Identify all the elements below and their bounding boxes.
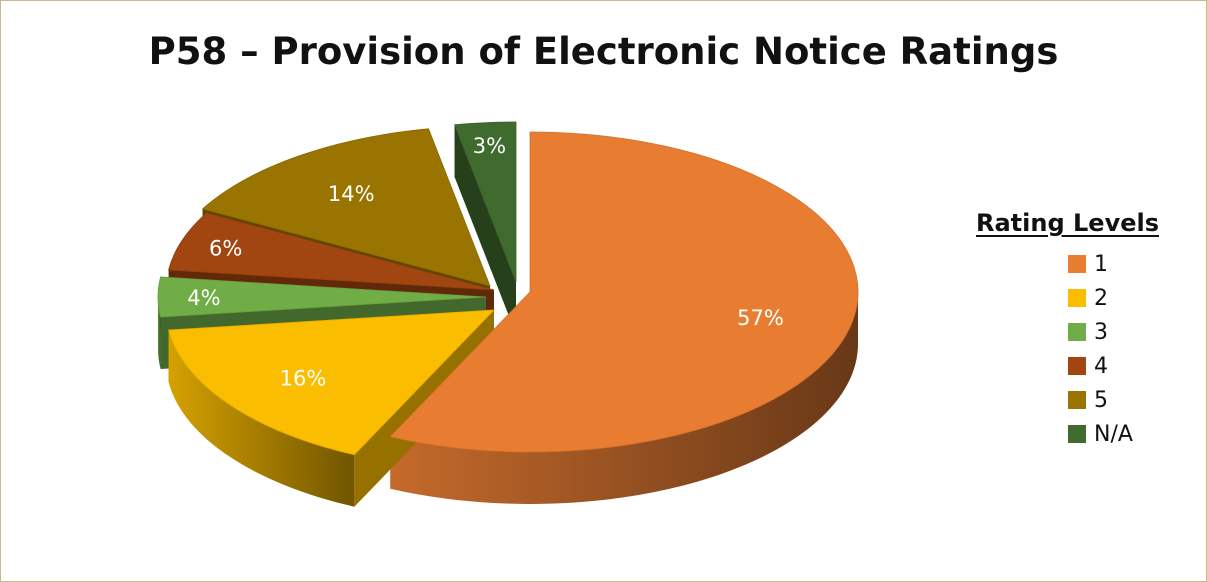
legend-item: 4 (1068, 349, 1159, 383)
data-label-5: 14% (328, 182, 375, 206)
legend-label: 3 (1094, 319, 1108, 345)
legend-swatch (1068, 323, 1086, 341)
data-label-1: 57% (737, 306, 784, 330)
legend-label: N/A (1094, 421, 1133, 447)
pie-slice-1 (389, 131, 859, 453)
legend: Rating Levels 1 2 3 4 5 N/A (976, 209, 1159, 451)
pie-slice-2 (168, 309, 496, 456)
data-label-2: 16% (280, 367, 327, 391)
legend-items: 1 2 3 4 5 N/A (976, 247, 1159, 451)
pie-slice-na (453, 121, 517, 283)
legend-item: 1 (1068, 247, 1159, 281)
legend-item: N/A (1068, 417, 1159, 451)
legend-swatch (1068, 255, 1086, 273)
chart-title: P58 – Provision of Electronic Notice Rat… (148, 30, 1059, 73)
pie-slice-5 (201, 128, 491, 287)
data-label-4: 6% (209, 236, 242, 260)
data-label-3: 4% (187, 286, 220, 310)
legend-swatch (1068, 289, 1086, 307)
legend-swatch (1068, 391, 1086, 409)
data-label-na: 3% (473, 134, 506, 158)
pie-slice-side-2 (168, 330, 355, 507)
legend-item: 5 (1068, 383, 1159, 417)
legend-swatch (1068, 357, 1086, 375)
legend-label: 4 (1094, 353, 1108, 379)
pie-slice-side-1 (390, 292, 858, 504)
legend-label: 5 (1094, 387, 1108, 413)
legend-item: 3 (1068, 315, 1159, 349)
legend-swatch (1068, 425, 1086, 443)
legend-title: Rating Levels (976, 209, 1159, 237)
pie-tops (157, 121, 859, 456)
legend-item: 2 (1068, 281, 1159, 315)
legend-label: 1 (1094, 251, 1108, 277)
pie-slice-3 (157, 276, 487, 318)
pie-slice-4 (168, 212, 495, 291)
pie-slice-wall-na (454, 124, 516, 334)
pie-labels: 57% 16% 4% 6% 14% 3% (187, 134, 784, 391)
legend-label: 2 (1094, 285, 1108, 311)
